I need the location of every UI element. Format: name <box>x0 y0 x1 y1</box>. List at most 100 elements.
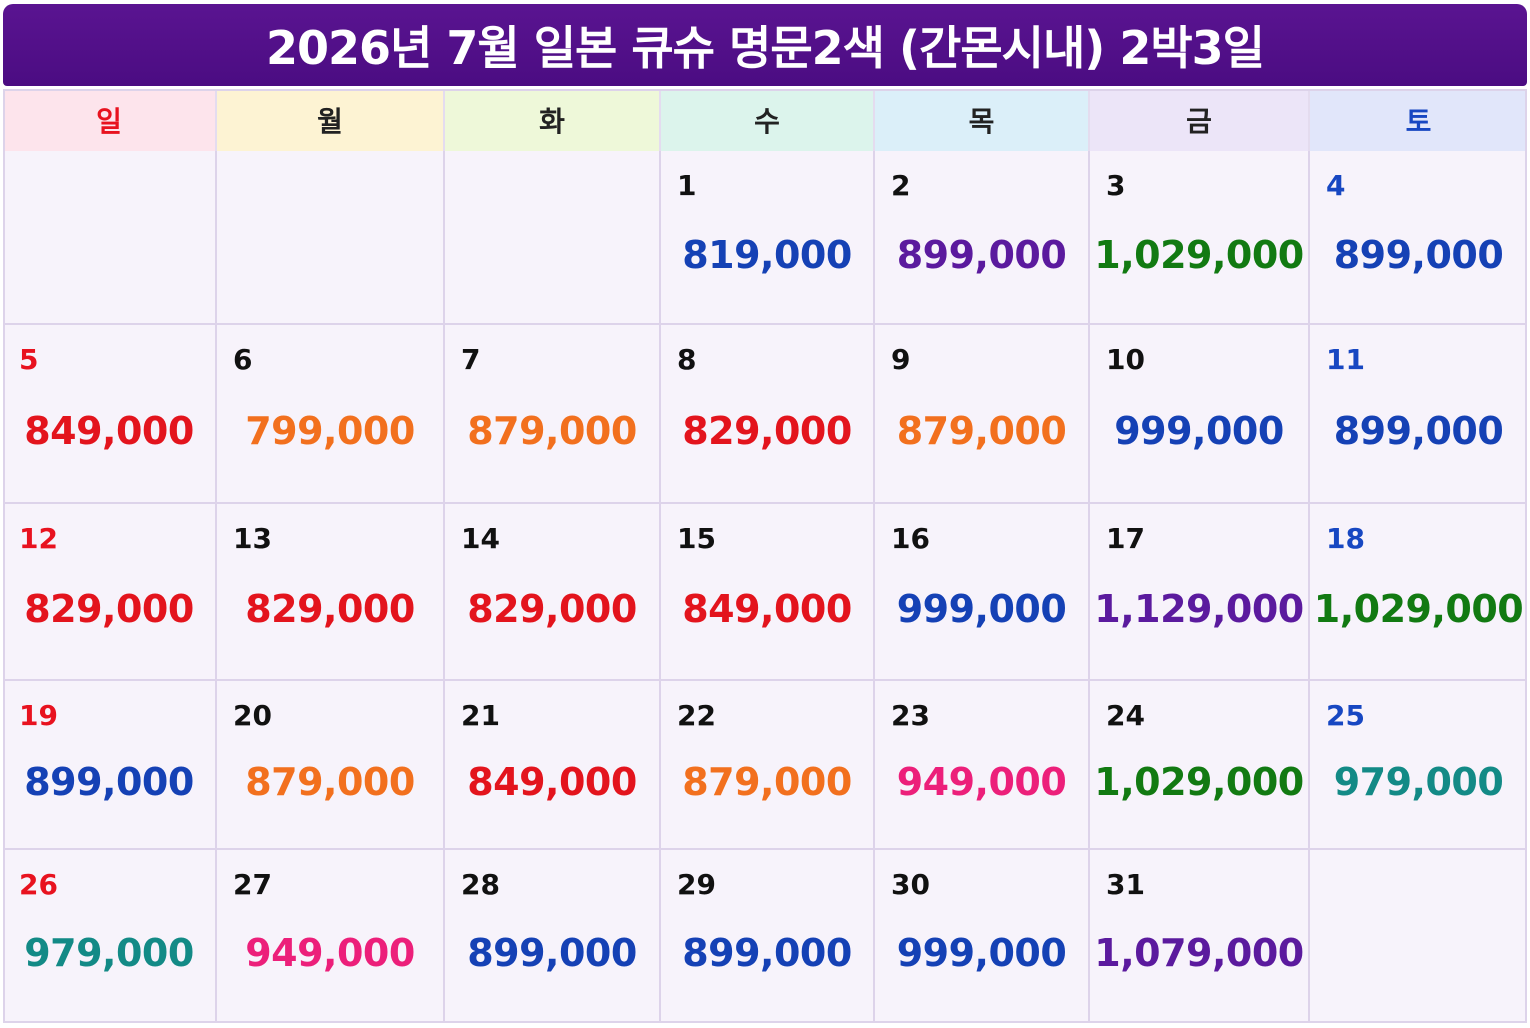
day-cell[interactable]: 16 999,000 <box>875 504 1090 681</box>
day-cell[interactable]: 31 1,079,000 <box>1090 850 1310 1023</box>
price-label: 829,000 <box>245 587 415 631</box>
day-number: 29 <box>677 868 716 901</box>
day-cell[interactable]: 18 1,029,000 <box>1310 504 1527 681</box>
day-cell[interactable]: 15 849,000 <box>661 504 875 681</box>
day-number: 2 <box>891 169 911 202</box>
price-label: 1,029,000 <box>1094 760 1304 804</box>
price-label: 1,079,000 <box>1094 931 1304 975</box>
day-cell[interactable]: 24 1,029,000 <box>1090 681 1310 850</box>
price-label: 979,000 <box>1333 760 1504 804</box>
day-cell[interactable]: 17 1,129,000 <box>1090 504 1310 681</box>
day-cell[interactable]: 21 849,000 <box>445 681 661 850</box>
weekday-2: 화 <box>445 89 661 151</box>
day-number: 12 <box>19 522 58 555</box>
price-label: 899,000 <box>24 760 194 804</box>
day-number: 16 <box>891 522 930 555</box>
day-cell[interactable]: 9 879,000 <box>875 325 1090 504</box>
price-label: 899,000 <box>467 931 637 975</box>
day-number: 4 <box>1326 169 1346 202</box>
day-cell[interactable]: 29 899,000 <box>661 850 875 1023</box>
weekday-0: 일 <box>3 89 217 151</box>
day-cell[interactable]: 13 829,000 <box>217 504 445 681</box>
price-label: 1,129,000 <box>1094 587 1304 631</box>
weekday-6: 토 <box>1310 89 1527 151</box>
empty-cell <box>445 151 661 325</box>
day-number: 27 <box>233 868 272 901</box>
price-label: 829,000 <box>682 409 852 453</box>
weekday-5: 금 <box>1090 89 1310 151</box>
day-number: 3 <box>1106 169 1126 202</box>
empty-cell <box>1310 850 1527 1023</box>
day-number: 23 <box>891 699 930 732</box>
day-number: 9 <box>891 343 911 376</box>
price-label: 879,000 <box>245 760 415 804</box>
price-label: 829,000 <box>24 587 194 631</box>
price-label: 1,029,000 <box>1313 587 1524 631</box>
day-cell[interactable]: 12 829,000 <box>3 504 217 681</box>
day-number: 1 <box>677 169 697 202</box>
price-label: 899,000 <box>1333 233 1504 277</box>
price-label: 879,000 <box>896 409 1067 453</box>
day-cell[interactable]: 19 899,000 <box>3 681 217 850</box>
day-cell[interactable]: 26 979,000 <box>3 850 217 1023</box>
empty-cell <box>3 151 217 325</box>
day-number: 17 <box>1106 522 1145 555</box>
day-number: 6 <box>233 343 253 376</box>
day-cell[interactable]: 2 899,000 <box>875 151 1090 325</box>
price-label: 949,000 <box>896 760 1067 804</box>
price-label: 899,000 <box>1333 409 1504 453</box>
day-cell[interactable]: 5 849,000 <box>3 325 217 504</box>
price-label: 899,000 <box>682 931 852 975</box>
price-label: 899,000 <box>896 233 1067 277</box>
day-number: 20 <box>233 699 272 732</box>
price-label: 949,000 <box>245 931 415 975</box>
price-label: 999,000 <box>896 931 1067 975</box>
day-number: 13 <box>233 522 272 555</box>
day-cell[interactable]: 4 899,000 <box>1310 151 1527 325</box>
price-label: 879,000 <box>682 760 852 804</box>
day-cell[interactable]: 7 879,000 <box>445 325 661 504</box>
day-number: 15 <box>677 522 716 555</box>
day-cell[interactable]: 14 829,000 <box>445 504 661 681</box>
price-label: 849,000 <box>24 409 194 453</box>
day-number: 14 <box>461 522 500 555</box>
day-number: 22 <box>677 699 716 732</box>
day-cell[interactable]: 11 899,000 <box>1310 325 1527 504</box>
day-cell[interactable]: 3 1,029,000 <box>1090 151 1310 325</box>
day-cell[interactable]: 27 949,000 <box>217 850 445 1023</box>
day-number: 18 <box>1326 522 1365 555</box>
day-cell[interactable]: 23 949,000 <box>875 681 1090 850</box>
day-cell[interactable]: 30 999,000 <box>875 850 1090 1023</box>
day-number: 28 <box>461 868 500 901</box>
weekday-1: 월 <box>217 89 445 151</box>
day-number: 24 <box>1106 699 1145 732</box>
empty-cell <box>217 151 445 325</box>
day-cell[interactable]: 22 879,000 <box>661 681 875 850</box>
calendar-grid: 1 819,000 2 899,000 3 1,029,000 4 899,000 5 849,0… <box>3 151 1527 1023</box>
day-number: 31 <box>1106 868 1145 901</box>
day-number: 11 <box>1326 343 1365 376</box>
price-label: 799,000 <box>245 409 415 453</box>
price-label: 999,000 <box>1114 409 1284 453</box>
day-number: 25 <box>1326 699 1365 732</box>
price-label: 849,000 <box>682 587 852 631</box>
day-cell[interactable]: 8 829,000 <box>661 325 875 504</box>
day-number: 19 <box>19 699 58 732</box>
price-label: 819,000 <box>682 233 852 277</box>
day-cell[interactable]: 25 979,000 <box>1310 681 1527 850</box>
day-number: 30 <box>891 868 930 901</box>
day-cell[interactable]: 6 799,000 <box>217 325 445 504</box>
price-label: 849,000 <box>467 760 637 804</box>
day-cell[interactable]: 10 999,000 <box>1090 325 1310 504</box>
day-number: 5 <box>19 343 39 376</box>
day-cell[interactable]: 1 819,000 <box>661 151 875 325</box>
calendar-title: 2026년 7월 일본 큐슈 명문2색 (간몬시내) 2박3일 <box>3 4 1527 86</box>
weekday-3: 수 <box>661 89 875 151</box>
day-cell[interactable]: 28 899,000 <box>445 850 661 1023</box>
day-number: 26 <box>19 868 58 901</box>
day-cell[interactable]: 20 879,000 <box>217 681 445 850</box>
price-label: 829,000 <box>467 587 637 631</box>
day-number: 21 <box>461 699 500 732</box>
